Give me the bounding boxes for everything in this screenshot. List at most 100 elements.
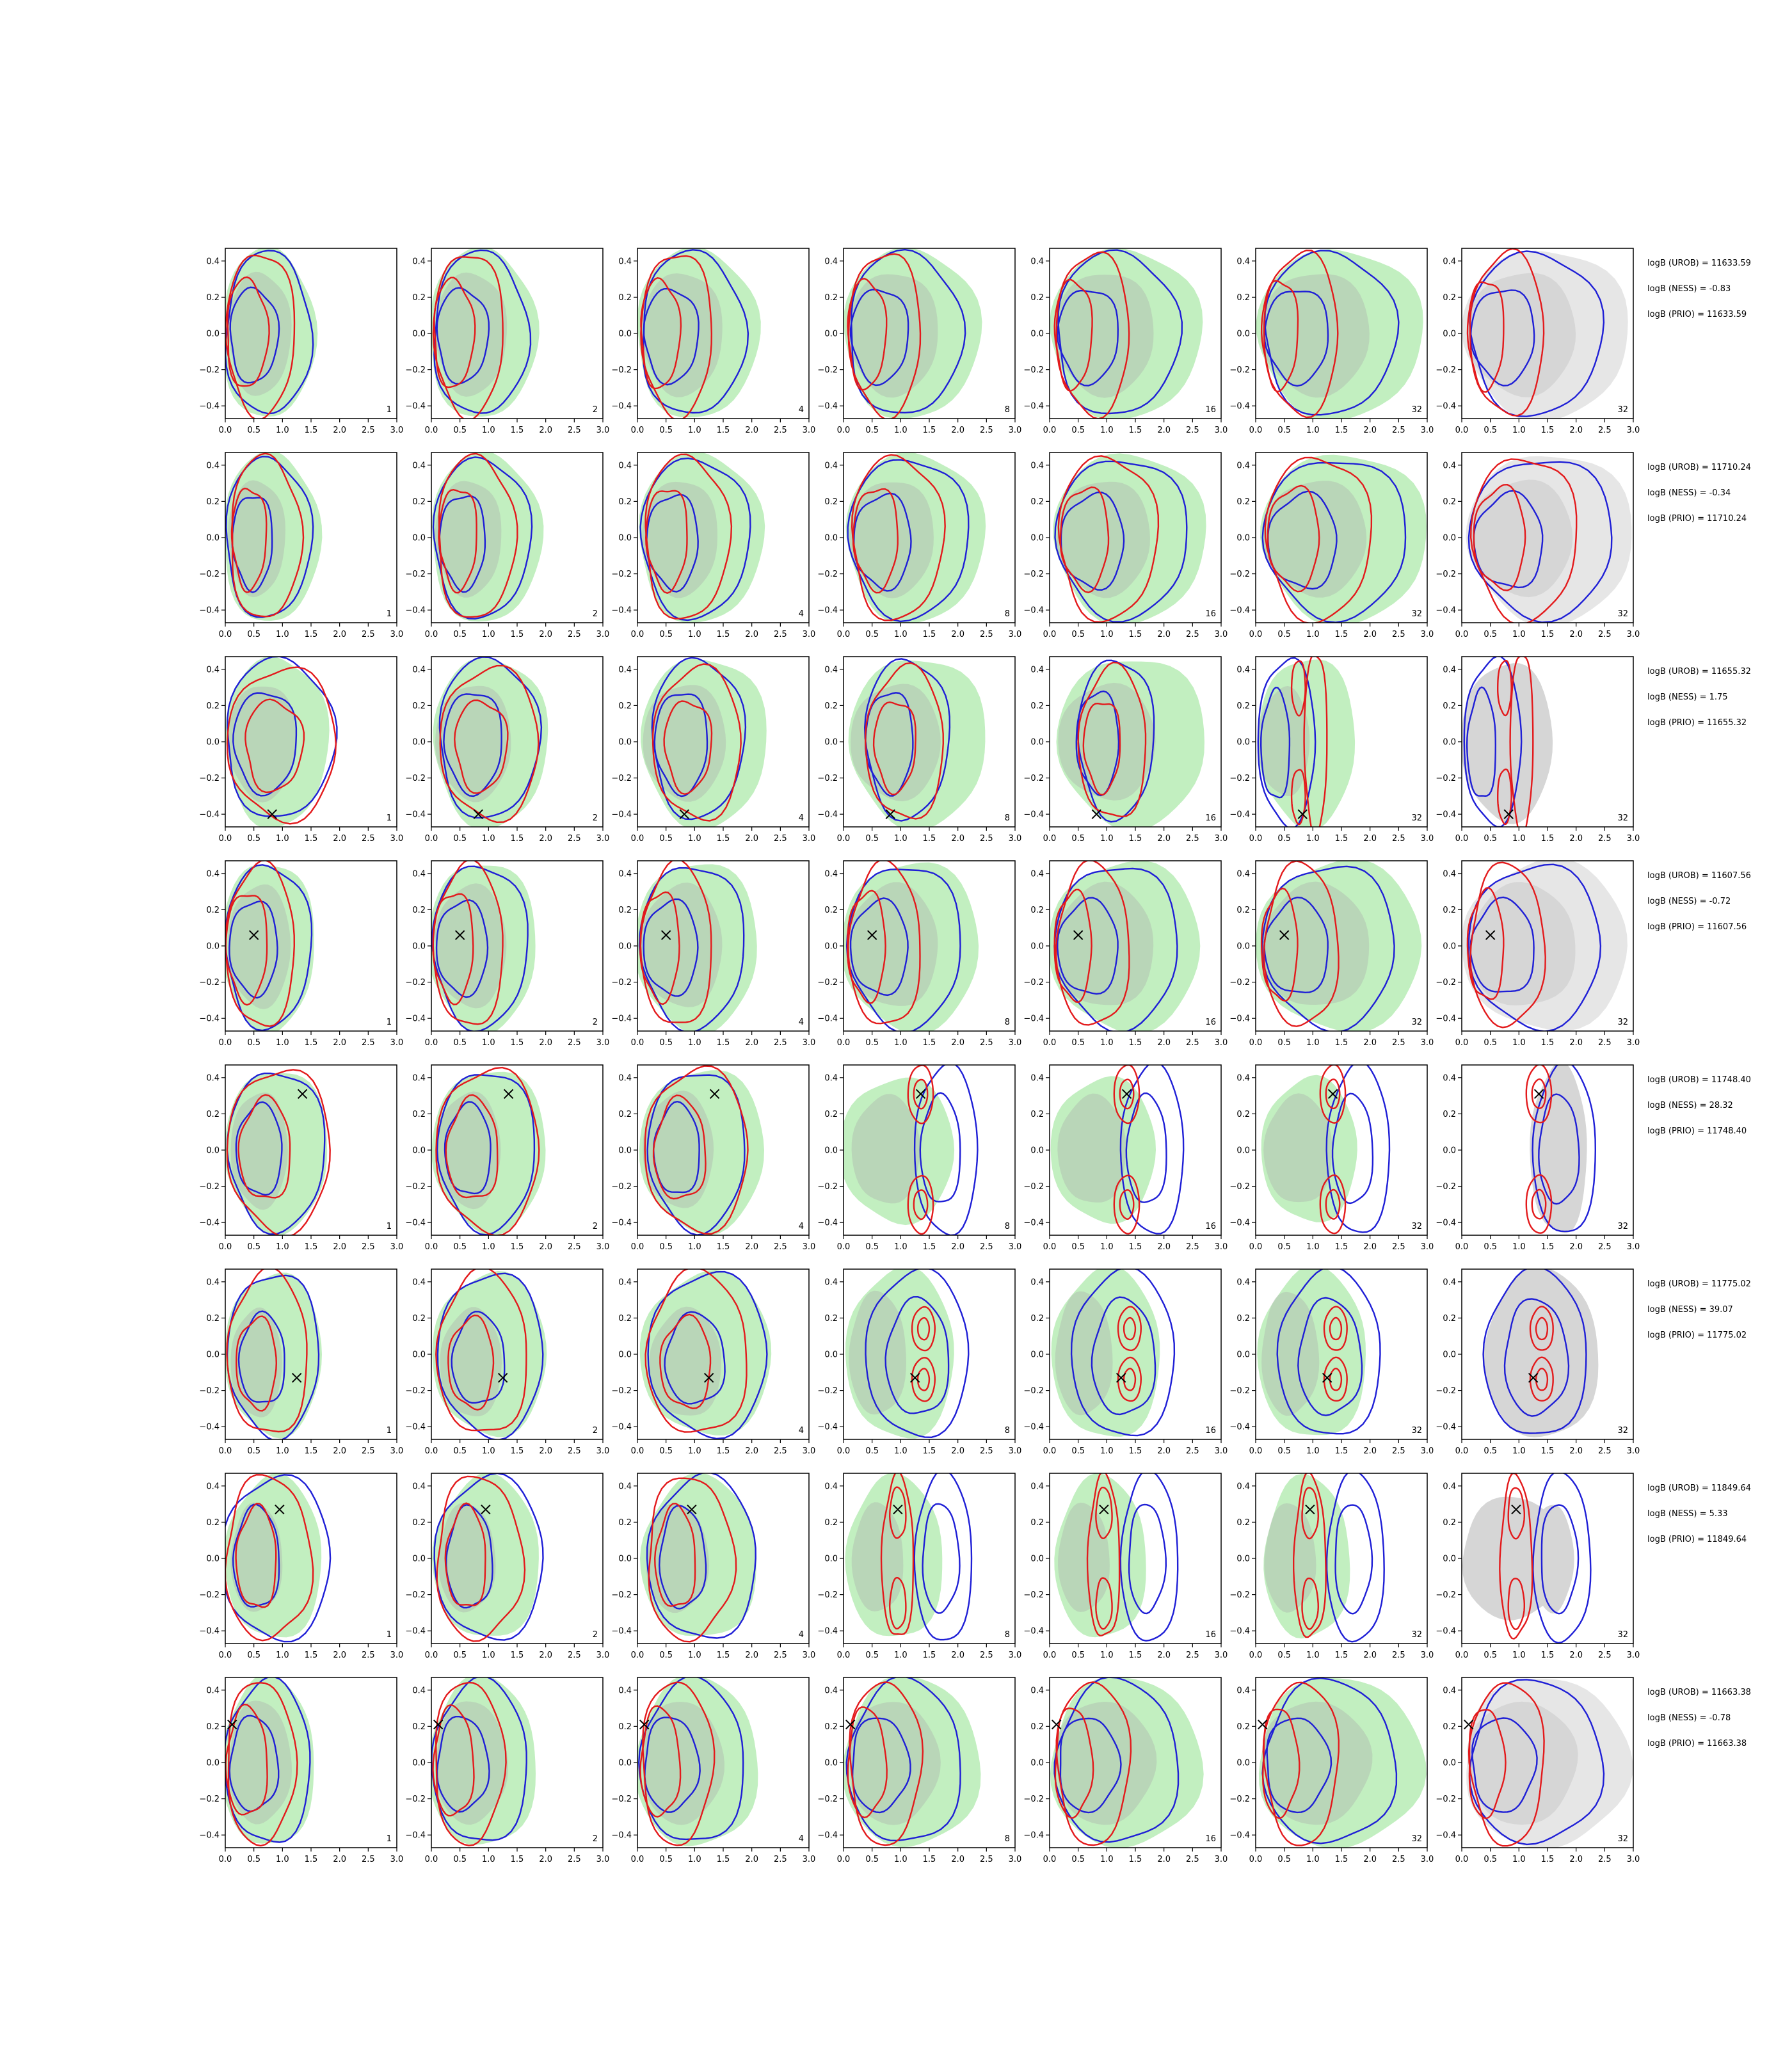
red-contour-1 [1303,657,1328,827]
y-tick-label: −0.2 [817,774,838,783]
blue-contour-1 [1468,863,1602,1031]
y-tick-label: 0.0 [412,738,426,748]
x-tick-label: 1.0 [1306,834,1320,844]
red-contour-3 [888,1576,907,1630]
blue-contour-1 [225,1474,332,1643]
red-contour-1 [1113,1065,1140,1124]
x-tick-label: 3.0 [1009,1446,1022,1456]
x-tick-label: 0.5 [659,1242,673,1252]
x-tick-label: 1.5 [1541,1855,1555,1864]
panel-r5-c7: 0.0 0.5 1.0 1.5 2.0 2.5 3.0 0.4 0.2 0.0 −0.2 −0.4 32 [1436,1064,1640,1252]
x-tick-label: 0.0 [1043,426,1057,435]
x-tick-label: 0.0 [837,834,851,844]
panel-count-label: 1 [387,813,392,823]
x-tick-label: 1.5 [1335,1038,1348,1048]
red-contour-2 [847,278,888,391]
grey-region-contour-1 [850,1702,941,1825]
red-contour-1 [435,1269,527,1432]
x-tick-label: 1.5 [1335,834,1348,844]
y-tick-label: 0.2 [1030,1518,1044,1528]
panel-count-label: 4 [799,609,804,619]
panel-count-label: 32 [1411,405,1422,415]
panel-r6-c7: 0.0 0.5 1.0 1.5 2.0 2.5 3.0 0.4 0.2 0.0 −0.2 −0.4 32 [1436,1268,1640,1456]
x-tick-label: 2.5 [362,426,375,435]
red-contour-2 [1261,280,1299,393]
red-contour-2 [432,893,474,1005]
panel-r2-c2: 0.0 0.5 1.0 1.5 2.0 2.5 3.0 0.4 0.2 0.0 −0.2 −0.4 2 [405,452,609,639]
x-tick-label: 2.5 [1598,1038,1612,1048]
y-tick-label: 0.4 [824,665,838,675]
panel-r3-c5: 0.0 0.5 1.0 1.5 2.0 2.5 3.0 0.4 0.2 0.0 −0.2 −0.4 16 [1023,656,1228,844]
red-contour-2 [846,890,886,1004]
x-tick-label: 1.0 [1306,1651,1320,1660]
x-tick-label: 0.5 [453,1446,467,1456]
x-tick-label: 0.5 [1277,426,1291,435]
x-tick-label: 0.0 [1043,1038,1057,1048]
red-contour-4 [1119,1189,1135,1220]
y-tick-label: 0.4 [618,869,632,879]
y-tick-label: −0.2 [405,570,426,579]
x-tick-label: 1.5 [1541,630,1555,639]
panel-r2-c6: 0.0 0.5 1.0 1.5 2.0 2.5 3.0 0.4 0.2 0.0 −0.2 −0.4 32 [1229,452,1434,639]
red-contour-1 [435,1066,540,1235]
logb-urob-label: logB (UROB) = 11655.32 [1647,667,1751,676]
x-tick-label: 2.5 [362,630,375,639]
true-value-marker [1464,1719,1474,1730]
x-tick-label: 0.5 [1071,1651,1085,1660]
green-region-contour-1 [1050,1677,1204,1848]
x-tick-label: 2.5 [1392,1855,1405,1864]
y-tick-label: −0.2 [1436,978,1456,988]
y-tick-label: 0.4 [1236,869,1250,879]
panel-r6-c3: 0.0 0.5 1.0 1.5 2.0 2.5 3.0 0.4 0.2 0.0 −0.2 −0.4 4 [611,1268,815,1456]
x-tick-label: 0.0 [219,630,232,639]
x-tick-label: 3.0 [596,834,610,844]
true-value-marker [473,809,483,819]
panel-count-label: 1 [387,1834,392,1844]
red-contour-3 [1290,769,1306,826]
x-tick-label: 3.0 [1215,426,1228,435]
y-tick-label: −0.2 [1229,365,1250,375]
true-value-marker [267,809,277,819]
x-tick-label: 2.0 [1363,1242,1377,1252]
blue-contour-2 [1057,897,1119,995]
blue-contour-2 [1125,1092,1167,1203]
x-tick-label: 1.0 [276,630,289,639]
grey-region-contour-1 [641,273,723,397]
x-tick-label: 2.5 [568,1446,581,1456]
panel-r3-c1: 0.0 0.5 1.0 1.5 2.0 2.5 3.0 0.4 0.2 0.0 −0.2 −0.4 1 [199,656,403,844]
y-tick-label: −0.2 [199,1590,220,1600]
red-contour-3 [1095,1577,1113,1630]
x-tick-label: 2.5 [774,1651,787,1660]
true-value-marker [703,1373,714,1383]
x-tick-label: 0.5 [1071,1038,1085,1048]
x-tick-label: 2.0 [1363,834,1377,844]
x-tick-label: 1.0 [1512,834,1526,844]
y-tick-label: 0.4 [1443,665,1456,675]
panel-r3-c4: 0.0 0.5 1.0 1.5 2.0 2.5 3.0 0.4 0.2 0.0 −0.2 −0.4 8 [817,656,1021,844]
blue-contour-1 [1054,460,1188,623]
green-region-contour-1 [844,862,979,1031]
y-tick-label: 0.2 [412,1314,426,1324]
panel-r1-c1: 0.0 0.5 1.0 1.5 2.0 2.5 3.0 0.4 0.2 0.0 −0.2 −0.4 1 [199,248,403,435]
x-tick-label: 1.0 [1306,1446,1320,1456]
panel-r7-c7: 0.0 0.5 1.0 1.5 2.0 2.5 3.0 0.4 0.2 0.0 −0.2 −0.4 32 [1436,1473,1640,1660]
red-contour-2 [639,891,680,1005]
true-value-marker [275,1504,285,1515]
x-tick-label: 0.5 [1277,1038,1291,1048]
grey-region-contour-1 [1466,273,1576,397]
x-tick-label: 3.0 [596,1446,610,1456]
y-tick-label: 0.0 [1443,1555,1456,1564]
x-tick-label: 2.5 [774,834,787,844]
true-value-marker [639,1719,650,1730]
grey-region-contour-1 [230,1092,288,1210]
x-tick-label: 1.0 [688,630,701,639]
x-tick-label: 1.5 [1541,1446,1555,1456]
y-tick-label: 0.0 [618,738,632,748]
y-tick-label: 0.2 [206,1314,220,1324]
x-tick-label: 0.5 [865,834,879,844]
blue-contour-2 [851,1717,911,1814]
panel-r5-c1: 0.0 0.5 1.0 1.5 2.0 2.5 3.0 0.4 0.2 0.0 −0.2 −0.4 1 [199,1064,403,1252]
x-tick-label: 2.0 [1363,1446,1377,1456]
y-tick-label: −0.4 [1023,606,1044,616]
x-tick-label: 0.5 [247,1855,260,1864]
